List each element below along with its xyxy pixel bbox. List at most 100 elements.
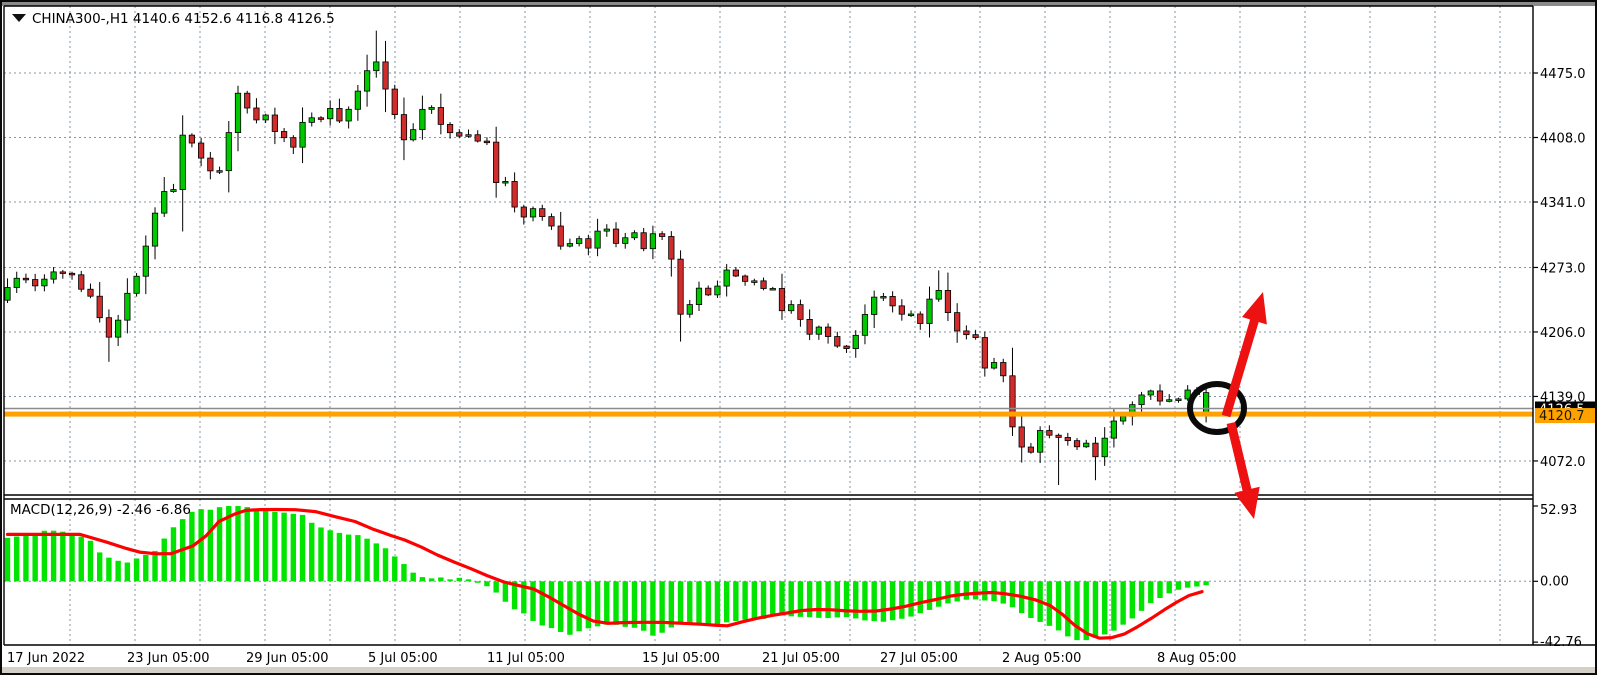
macd-indicator [4,506,1209,641]
bear-candle [1055,434,1062,438]
bull-candle [115,319,122,338]
bull-candle [151,212,159,247]
macd-histogram-bar [1120,581,1126,625]
price-axis-label: 4475.0 [1540,67,1586,82]
bear-candle [1009,375,1016,428]
macd-histogram-bar [124,562,131,582]
bear-candle [1027,446,1035,453]
macd-histogram-bar [576,581,582,632]
macd-histogram-bar [1055,581,1062,631]
macd-histogram-bar [834,581,840,618]
macd-histogram-bar [253,508,260,582]
macd-histogram-bar [244,507,250,582]
macd-histogram-bar [355,535,361,582]
bull-candle [1138,394,1145,406]
macd-histogram-bar [281,512,287,582]
macd-histogram-bar [604,581,610,625]
time-axis-label: 15 Jul 05:00 [642,651,720,666]
macd-histogram-bar [502,581,509,602]
bear-candle [244,92,251,109]
macd-histogram-bar [1083,581,1089,641]
bear-candle [493,141,500,183]
macd-histogram-bar [954,581,960,602]
bear-candle [520,206,527,218]
orange-level-tag [1535,408,1595,424]
bear-candle [760,280,767,289]
macd-histogram-bar [373,543,379,582]
bear-candle [391,88,398,116]
bull-candle [990,362,998,369]
bear-candle [446,123,454,134]
price-axis-label: 4206.0 [1540,326,1586,341]
bear-candle [400,114,408,141]
macd-histogram-bar [530,581,536,621]
macd-axis-label: 0.00 [1540,574,1569,589]
bear-candle [972,334,979,338]
macd-histogram-bar [438,577,444,582]
bear-candle [548,216,555,227]
bull-candle [354,90,361,110]
bull-candle [465,134,472,137]
macd-histogram-bar [880,581,887,622]
price-tags: 4126.54120.7 [1535,401,1595,424]
bull-candle [133,275,140,294]
bull-candle [907,313,915,317]
bull-candle [216,170,223,173]
macd-histogram-bar [908,581,914,617]
bear-candle [778,288,786,312]
macd-histogram-bar [161,538,167,582]
bull-candle [225,132,232,172]
highlight-circle-annotation[interactable] [1187,381,1247,435]
macd-histogram-bar [650,581,656,636]
symbol-dropdown-icon[interactable] [12,14,26,22]
macd-histogram-bar [917,581,923,614]
bear-candle [198,142,205,159]
bull-candle [603,228,610,232]
macd-histogram-bar [32,533,38,582]
macd-histogram-bar [770,581,776,617]
macd-histogram-bar [475,581,481,583]
bear-candle [188,134,195,144]
bull-candle [649,233,657,250]
bull-candle [142,245,149,277]
macd-histogram-bar [816,581,822,618]
down-arrow-annotation[interactable] [1226,422,1260,519]
macd-histogram-bar [1184,581,1191,588]
window-bottom-edge [2,667,1595,673]
bull-candle [1175,398,1182,401]
bull-candle [935,290,942,300]
bull-candle [345,108,352,122]
bear-candle [981,337,988,369]
candlestick-series [4,30,1210,486]
macd-histogram-bar [1111,581,1117,631]
macd-histogram-bar [428,578,435,582]
up-arrow-annotation[interactable] [1221,292,1267,418]
bear-candle [68,272,76,276]
bear-candle [32,279,39,287]
macd-histogram-bar [1065,581,1071,637]
macd-histogram-bar [401,564,407,582]
macd-histogram-bar [631,581,638,628]
bear-candle [87,288,94,297]
macd-histogram-bar [1074,581,1080,641]
bear-candle [668,236,675,260]
bear-candle [705,287,712,296]
macd-histogram-bar [548,581,555,629]
bear-candle [732,269,739,277]
bull-candle [1037,430,1044,453]
macd-histogram-bar [788,581,794,617]
bear-candle [437,107,444,125]
macd-histogram-bar [889,581,896,621]
macd-histogram-bar [696,581,702,624]
bear-candle [483,140,491,144]
bull-candle [686,304,693,315]
bear-candle [889,296,896,307]
macd-histogram-bar [152,550,158,582]
macd-histogram-bar [687,581,693,624]
macd-histogram-bar [742,581,748,620]
macd-histogram-bar [705,581,711,625]
macd-histogram-bar [143,554,149,582]
bear-candle [843,345,850,349]
macd-histogram-bar [723,581,730,623]
